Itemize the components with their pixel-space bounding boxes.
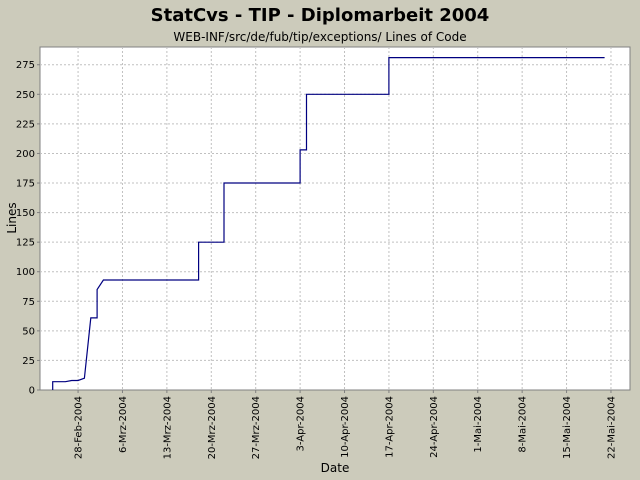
x-tick-label: 1-Mai-2004 xyxy=(473,396,484,453)
y-tick-label: 275 xyxy=(16,60,35,71)
x-tick-label: 22-Mai-2004 xyxy=(606,396,617,459)
y-tick-label: 175 xyxy=(16,179,35,190)
x-axis-ticks: 28-Feb-2004 6-Mrz-2004 13-Mrz-2004 20-Mrz-2… xyxy=(74,390,617,459)
x-tick-label: 8-Mai-2004 xyxy=(518,396,529,453)
x-tick-label: 17-Apr-2004 xyxy=(384,396,395,458)
y-tick-label: 25 xyxy=(22,356,35,367)
y-tick-label: 150 xyxy=(16,208,35,219)
plot-area xyxy=(39,46,631,391)
x-axis-label: Date xyxy=(321,461,350,475)
chart-title: StatCvs - TIP - Diplomarbeit 2004 xyxy=(150,5,490,26)
x-tick-label: 28-Feb-2004 xyxy=(74,396,85,459)
x-tick-label: 24-Apr-2004 xyxy=(429,396,440,458)
y-tick-label: 200 xyxy=(16,149,35,160)
x-tick-label: 20-Mrz-2004 xyxy=(207,396,218,459)
grid xyxy=(40,47,630,390)
x-tick-label: 27-Mrz-2004 xyxy=(251,396,262,459)
y-tick-label: 225 xyxy=(16,119,35,130)
x-tick-label: 3-Apr-2004 xyxy=(296,396,307,451)
x-tick-label: 6-Mrz-2004 xyxy=(118,396,129,453)
x-tick-label: 10-Apr-2004 xyxy=(340,396,351,458)
series-group xyxy=(52,56,605,390)
y-axis-ticks: 0 25 50 75 100 125 150 175 200 225 250 275 xyxy=(16,60,40,397)
y-tick-label: 100 xyxy=(16,267,35,278)
y-tick-label: 50 xyxy=(22,326,35,337)
loc-series-line xyxy=(52,56,605,390)
y-tick-label: 75 xyxy=(22,297,35,308)
y-tick-label: 250 xyxy=(16,90,35,101)
x-tick-label: 15-Mai-2004 xyxy=(562,396,573,459)
y-tick-label: 125 xyxy=(16,238,35,249)
y-axis-label: Lines xyxy=(5,202,19,233)
chart-subtitle: WEB-INF/src/de/fub/tip/exceptions/ Lines… xyxy=(173,30,467,44)
x-tick-label: 13-Mrz-2004 xyxy=(162,396,173,459)
y-tick-label: 0 xyxy=(29,386,35,397)
